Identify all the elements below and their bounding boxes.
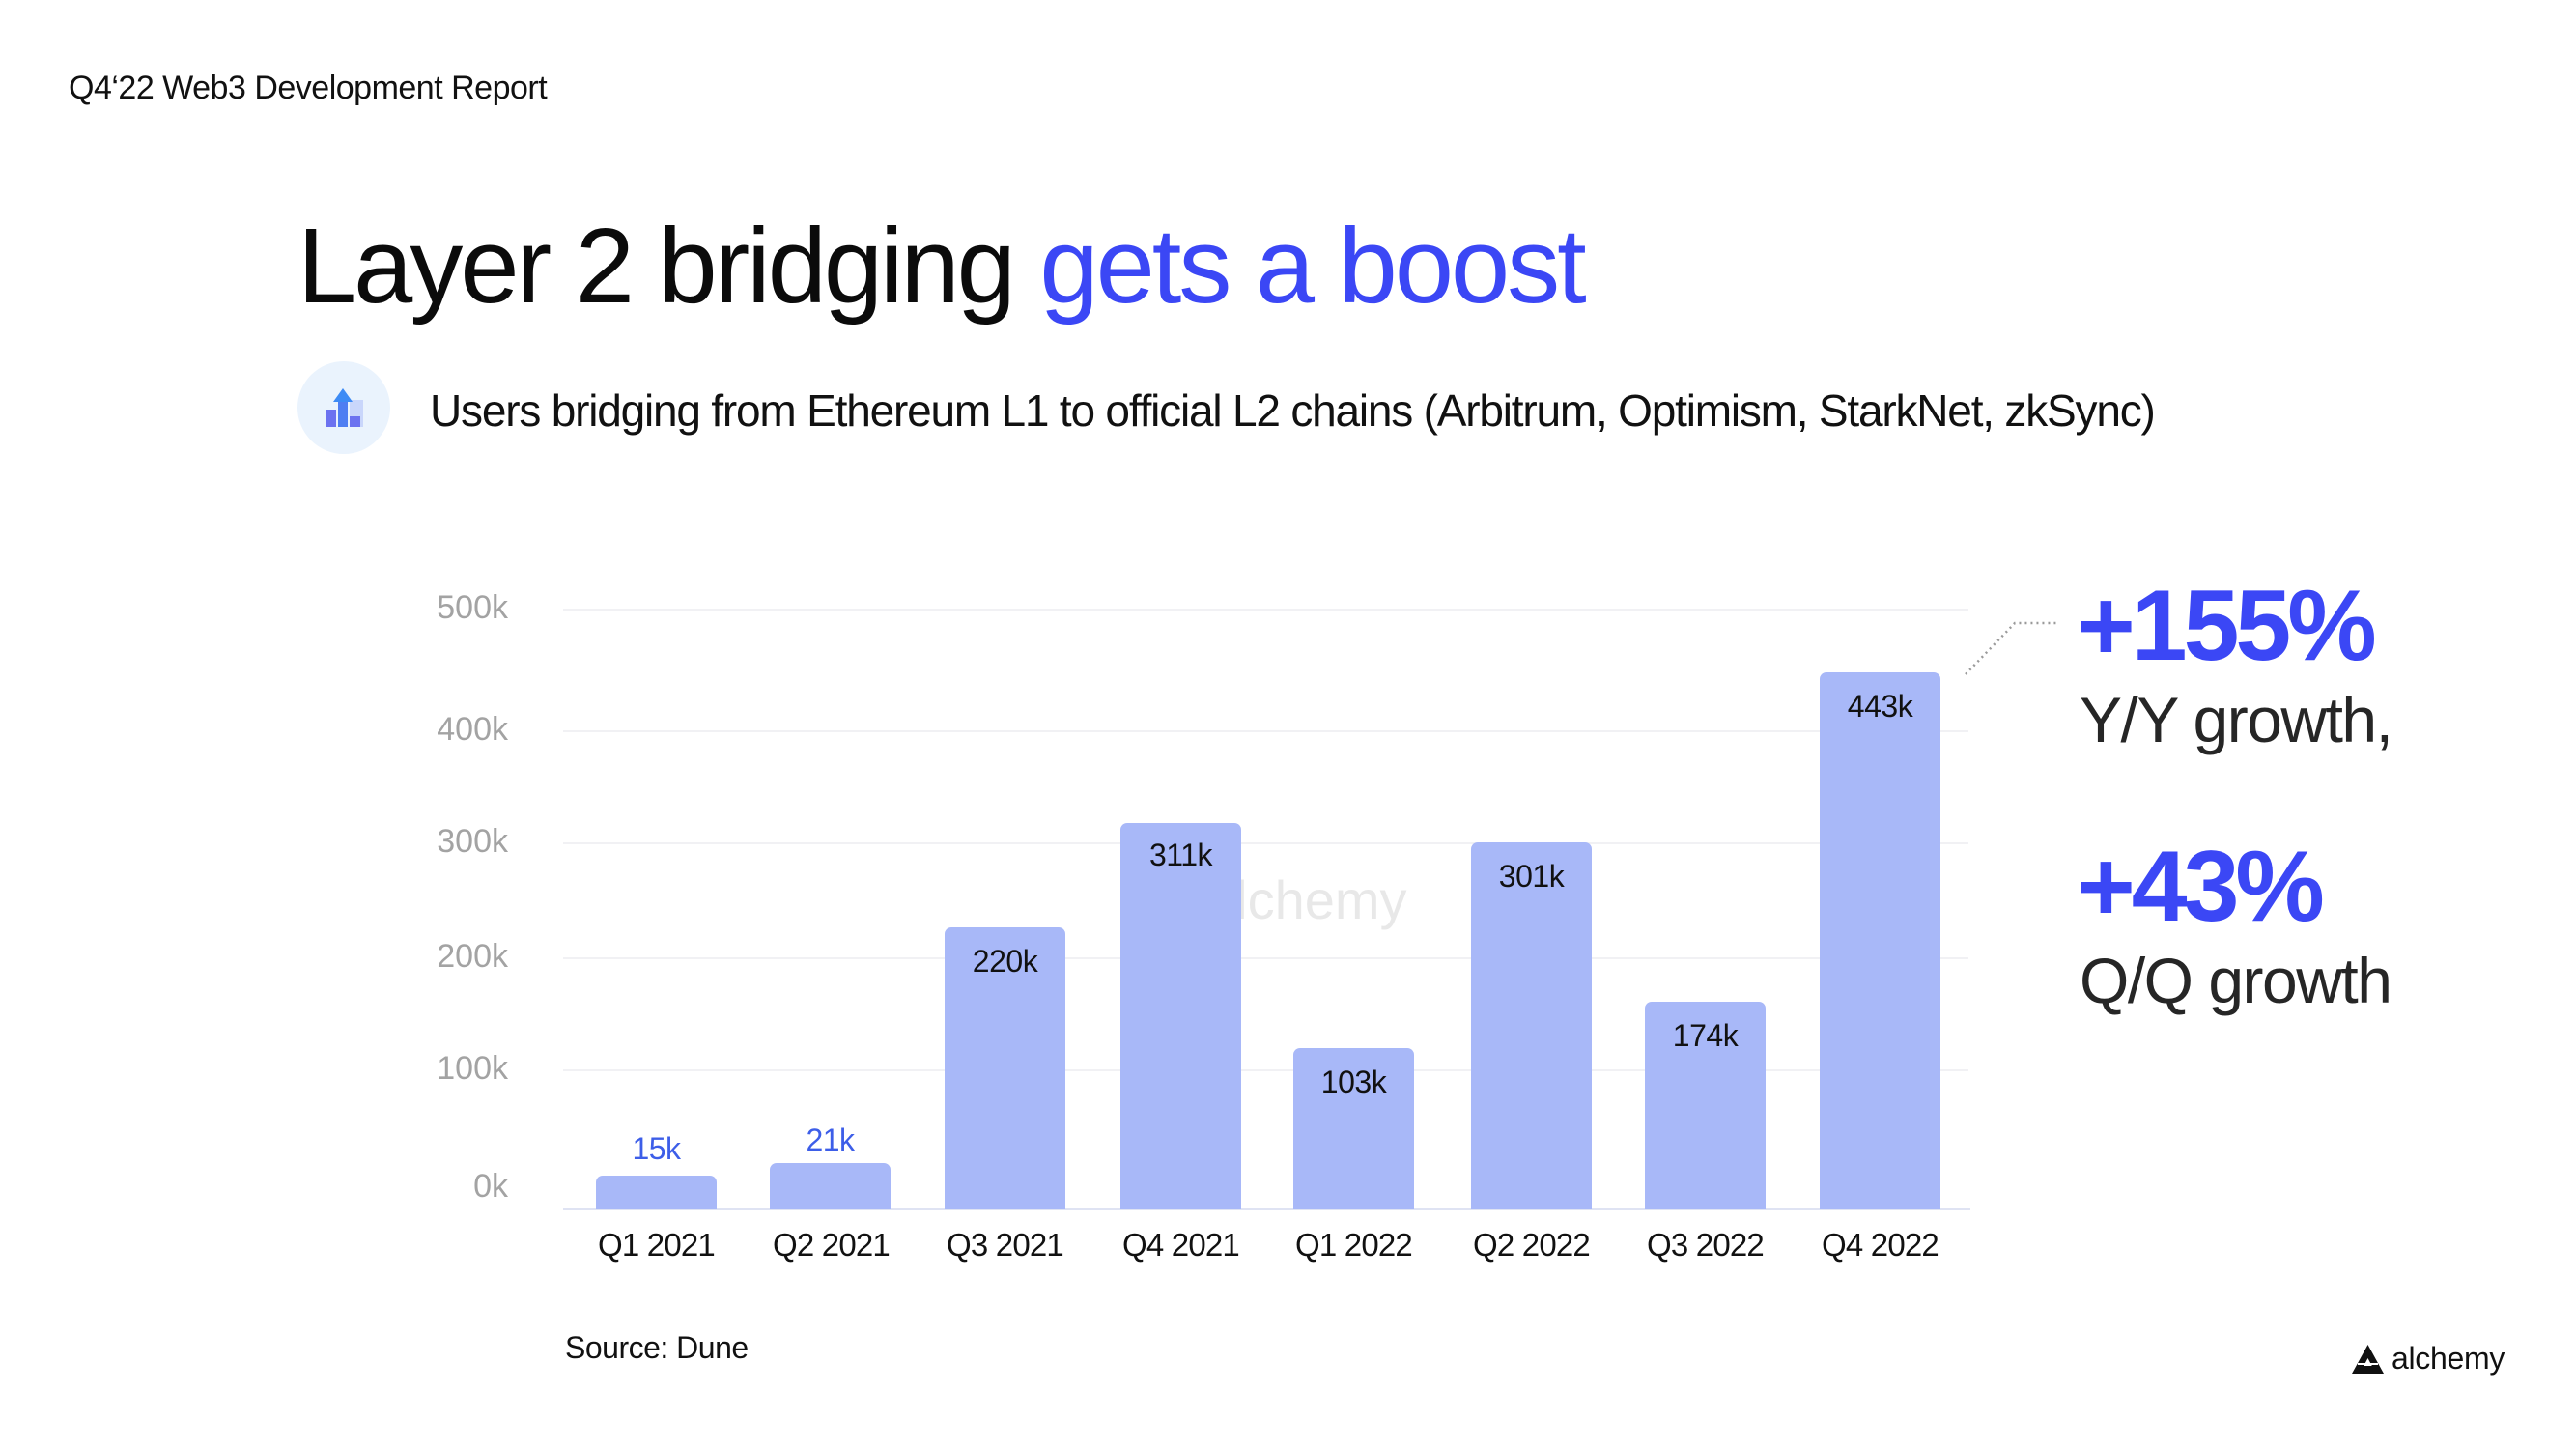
title-main: Layer 2 bridging bbox=[297, 207, 1040, 326]
x-tick-label: Q2 2022 bbox=[1472, 1227, 1591, 1263]
x-tick-label: Q4 2021 bbox=[1121, 1227, 1240, 1263]
gridline-400k bbox=[563, 730, 1968, 732]
gridline-100k bbox=[563, 1069, 1968, 1071]
x-tick-label: Q4 2022 bbox=[1821, 1227, 1939, 1263]
bar-value-label: 174k bbox=[1672, 1018, 1739, 1053]
bar-q3-2021 bbox=[945, 927, 1065, 1209]
x-tick-label: Q1 2022 bbox=[1294, 1227, 1413, 1263]
bar-q1-2021 bbox=[596, 1176, 717, 1209]
source-note: Source: Dune bbox=[565, 1330, 749, 1365]
y-tick-label: 400k bbox=[437, 711, 508, 748]
gridline-300k bbox=[563, 842, 1968, 844]
x-tick-label: Q3 2022 bbox=[1646, 1227, 1765, 1263]
bar-value-label: 220k bbox=[972, 944, 1038, 979]
x-tick-label: Q3 2021 bbox=[946, 1227, 1064, 1263]
y-tick-label: 300k bbox=[437, 823, 508, 860]
bar-q3-2022 bbox=[1645, 1002, 1766, 1209]
page-title: Layer 2 bridging gets a boost bbox=[297, 205, 1587, 327]
bar-chart-up-arrow-icon bbox=[297, 361, 390, 454]
title-accent: gets a boost bbox=[1039, 207, 1586, 326]
bar-q2-2022 bbox=[1471, 842, 1592, 1209]
bar-value-label: 301k bbox=[1498, 859, 1565, 894]
bar-value-label: 21k bbox=[806, 1122, 855, 1157]
y-tick-label: 200k bbox=[437, 938, 508, 975]
x-tick-label: Q1 2021 bbox=[597, 1227, 716, 1263]
bar-value-label: 103k bbox=[1320, 1065, 1387, 1099]
bar-value-label: 15k bbox=[632, 1131, 681, 1166]
alchemy-logo-icon bbox=[2352, 1345, 2384, 1374]
qoq-growth-caption: Q/Q growth bbox=[2080, 945, 2392, 1016]
alchemy-logo: alchemy bbox=[2352, 1343, 2505, 1374]
bar-q1-2022 bbox=[1293, 1048, 1414, 1209]
x-tick-label: Q2 2021 bbox=[772, 1227, 891, 1263]
report-label: Q4‘22 Web3 Development Report bbox=[69, 70, 548, 106]
y-tick-label: 0k bbox=[473, 1168, 508, 1205]
alchemy-logo-text: alchemy bbox=[2392, 1341, 2505, 1376]
bar-value-label: 311k bbox=[1148, 838, 1213, 872]
gridline-200k bbox=[563, 957, 1968, 959]
bar-q2-2021 bbox=[770, 1163, 891, 1209]
dotted-leader-line bbox=[1965, 621, 2057, 675]
bar-q4-2021 bbox=[1120, 823, 1241, 1209]
bar-q4-2022 bbox=[1820, 672, 1940, 1209]
chart-subtitle: Users bridging from Ethereum L1 to offic… bbox=[430, 385, 2156, 436]
yoy-growth-value: +155% bbox=[2077, 570, 2377, 682]
yoy-growth-caption: Y/Y growth, bbox=[2080, 684, 2393, 755]
x-axis-line bbox=[563, 1208, 1970, 1210]
y-tick-label: 100k bbox=[437, 1050, 508, 1087]
gridline-500k bbox=[563, 609, 1968, 611]
y-tick-label: 500k bbox=[437, 589, 508, 626]
bar-value-label: 443k bbox=[1847, 689, 1913, 724]
qoq-growth-value: +43% bbox=[2077, 831, 2325, 943]
